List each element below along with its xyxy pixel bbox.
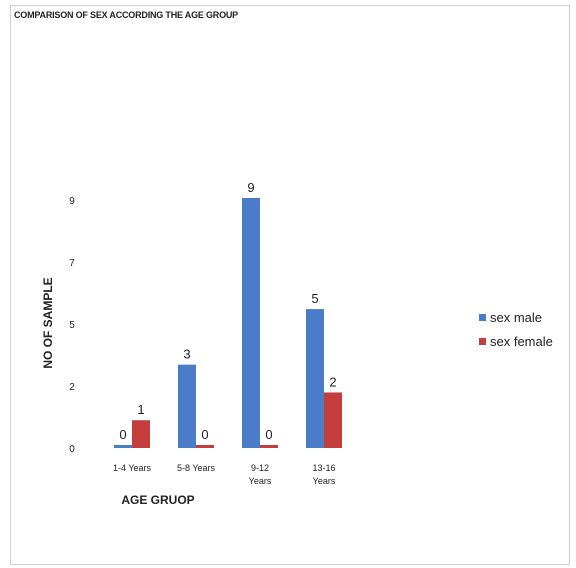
x-tick-label: 5-8 Years	[177, 463, 216, 473]
legend-swatch	[479, 314, 486, 321]
data-label: 5	[311, 291, 318, 306]
data-label: 0	[201, 427, 208, 442]
legend-swatch	[479, 338, 486, 345]
x-tick-label: 1-4 Years	[113, 463, 152, 473]
data-label: 0	[119, 427, 126, 442]
chart-frame	[10, 5, 570, 565]
bar-sex-female-3	[260, 445, 278, 448]
bar-sex-male-1	[114, 445, 132, 448]
legend-label: sex male	[490, 310, 542, 325]
bar-sex-male-4	[306, 309, 324, 448]
y-axis-title: NO OF SAMPLE	[41, 277, 55, 368]
y-tick-label: 9	[69, 196, 75, 207]
x-tick-label: Years	[249, 476, 272, 486]
y-tick-label: 2	[69, 382, 75, 393]
chart-title: COMPARISON OF SEX ACCORDING THE AGE GROU…	[14, 10, 238, 20]
data-label: 3	[183, 347, 190, 362]
bar-sex-female-2	[196, 445, 214, 448]
y-tick-label: 7	[69, 258, 75, 269]
bar-sex-female-1	[132, 420, 150, 448]
y-tick-label: 5	[69, 320, 75, 331]
data-label: 0	[265, 427, 272, 442]
data-label: 1	[137, 402, 144, 417]
x-axis-title: AGE GRUOP	[121, 493, 194, 507]
bar-sex-male-3	[242, 198, 260, 448]
x-tick-label: 13-16	[312, 463, 335, 473]
legend-label: sex female	[490, 334, 553, 349]
x-tick-label: Years	[313, 476, 336, 486]
bar-sex-male-2	[178, 364, 196, 448]
bar-sex-female-4	[324, 392, 342, 448]
y-tick-label: 0	[69, 444, 75, 455]
data-label: 2	[329, 374, 336, 389]
data-label: 9	[247, 180, 254, 195]
x-tick-label: 9-12	[251, 463, 269, 473]
